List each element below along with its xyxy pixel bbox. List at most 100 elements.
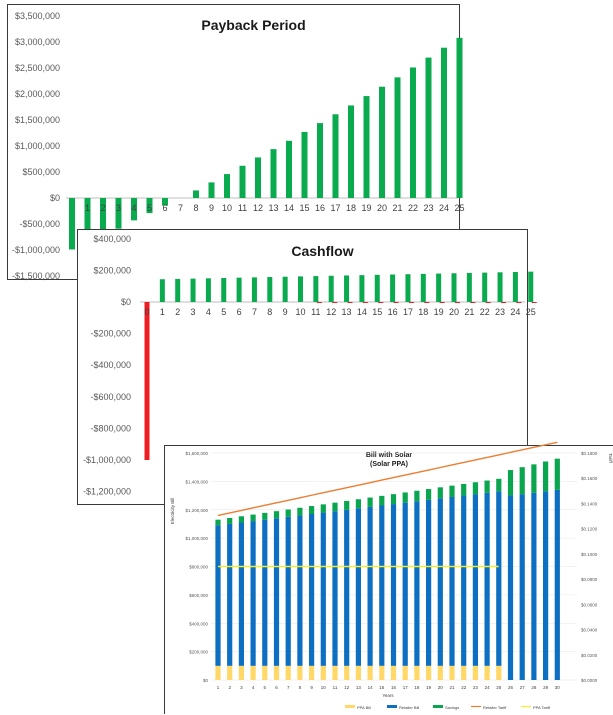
retailer-bill-bar (414, 501, 420, 666)
savings-bar (507, 470, 514, 496)
bill-y-tick-label: $800,000 (189, 565, 208, 570)
retailer-bill-bar (238, 522, 244, 666)
ppa-bill-bar (250, 665, 256, 680)
cashflow-negative-bar (424, 302, 430, 303)
payback-x-tick-label: 1 (85, 203, 90, 213)
payback-bar (286, 140, 292, 198)
retailer-bill-bar (250, 521, 256, 666)
cashflow-x-tick-label: 2 (175, 307, 180, 317)
cashflow-y-tick-label: -$400,000 (90, 360, 131, 370)
cashflow-x-tick-label: 16 (388, 307, 398, 317)
cashflow-bar (282, 276, 288, 302)
cashflow-bar (528, 271, 534, 302)
bill-x-tick-label: 6 (275, 685, 278, 690)
bill-x-tick-label: 22 (461, 685, 467, 690)
bill-legend-swatch (433, 705, 443, 708)
payback-y-tick-label: $0 (50, 193, 60, 203)
payback-x-tick-label: 24 (439, 203, 449, 213)
cashflow-y-tick-label: -$200,000 (90, 329, 131, 339)
bill-x-tick-label: 24 (485, 685, 491, 690)
bill-x-tick-label: 28 (531, 685, 537, 690)
savings-bar (320, 504, 326, 513)
cashflow-bar (236, 277, 242, 302)
savings-bar (437, 487, 443, 499)
bill-x-axis-label: Years (382, 693, 394, 698)
cashflow-bar (420, 273, 426, 302)
ppa-bill-bar (297, 665, 303, 680)
retailer-bill-bar (543, 491, 549, 680)
ppa-bill-bar (332, 665, 338, 680)
bill-y2-tick-label: $0.1800 (581, 451, 598, 456)
payback-x-tick-label: 13 (268, 203, 278, 213)
cashflow-x-tick-label: 18 (418, 307, 428, 317)
cashflow-x-tick-label: 17 (403, 307, 413, 317)
bill-x-tick-label: 3 (240, 685, 243, 690)
retailer-bill-bar (496, 491, 502, 666)
retailer-bill-bar (437, 498, 443, 666)
bill-y-tick-label: $1,200,000 (185, 508, 208, 513)
bill-y2-axis-label: Tariff (608, 453, 613, 463)
payback-bar (317, 123, 323, 198)
cashflow-y-tick-label: -$600,000 (90, 392, 131, 402)
cashflow-negative-bar (378, 302, 384, 303)
cashflow-x-tick-label: 21 (464, 307, 474, 317)
payback-y-tick-label: -$1,500,000 (12, 271, 60, 281)
cashflow-chart-svg: $400,000 $200,000 $0 -$200,000 -$400,000 -$60… (83, 234, 537, 497)
retailer-bill-bar (297, 515, 303, 666)
payback-x-tick-label: 3 (116, 203, 121, 213)
retailer-bill-bar (519, 494, 525, 680)
cashflow-bar (190, 278, 196, 302)
bill-x-tick-label: 12 (344, 685, 350, 690)
payback-y-tick-label: -$1,000,000 (12, 245, 60, 255)
cashflow-x-tick-label: 1 (160, 307, 165, 317)
ppa-bill-bar (414, 665, 420, 680)
cashflow-x-tick-label: 3 (191, 307, 196, 317)
bill-x-tick-label: 10 (321, 685, 327, 690)
payback-x-tick-label: 23 (423, 203, 433, 213)
retailer-bill-bar (344, 509, 350, 666)
bill-y-tick-label: $200,000 (189, 650, 208, 655)
payback-x-tick-label: 14 (284, 203, 294, 213)
cashflow-negative-bar (393, 302, 399, 303)
savings-bar (297, 507, 303, 516)
bill-x-tick-label: 13 (356, 685, 362, 690)
cashflow-negative-bar (531, 302, 537, 303)
ppa-bill-bar (215, 665, 221, 680)
cashflow-bar (175, 278, 181, 302)
bill-chart-svg: $1,600,000 $1,400,000 $1,200,000 $1,000,000… (170, 441, 613, 710)
savings-bar (285, 509, 291, 517)
savings-bar (519, 467, 525, 495)
savings-bar (531, 464, 537, 493)
retailer-bill-bar (402, 502, 408, 666)
bill-legend-swatch (387, 705, 397, 708)
payback-x-tick-label: 5 (147, 203, 152, 213)
payback-bar (146, 198, 153, 214)
bill-x-tick-label: 30 (555, 685, 561, 690)
payback-x-tick-label: 7 (178, 203, 183, 213)
cashflow-chart-title: Cashflow (291, 243, 354, 259)
payback-x-tick-label: 20 (377, 203, 387, 213)
cashflow-bar (436, 273, 442, 302)
bill-y2-tick-label: $0.0200 (581, 653, 598, 658)
cashflow-negative-bar (455, 302, 460, 303)
payback-x-tick-label: 8 (193, 203, 198, 213)
cashflow-negative-bar (408, 302, 414, 303)
cashflow-negative-bar (485, 302, 491, 303)
payback-bar (270, 149, 277, 198)
savings-bar (402, 492, 408, 503)
savings-bar (344, 500, 350, 510)
payback-x-tick-label: 9 (209, 203, 214, 213)
bill-y2-tick-label: $0.1200 (581, 527, 598, 532)
savings-bar (472, 482, 478, 495)
cashflow-bar (374, 274, 380, 302)
cashflow-x-tick-label: 15 (372, 307, 382, 317)
ppa-bill-bar (355, 665, 361, 680)
cashflow-x-tick-label: 25 (526, 307, 536, 317)
retailer-bill-bar (273, 518, 280, 666)
cashflow-bar (251, 277, 257, 302)
retailer-bill-bar (531, 492, 537, 680)
retailer-bill-bar (332, 511, 338, 666)
cashflow-negative-bar (501, 302, 507, 303)
cashflow-x-tick-label: 8 (267, 307, 272, 317)
payback-bar (348, 105, 354, 198)
